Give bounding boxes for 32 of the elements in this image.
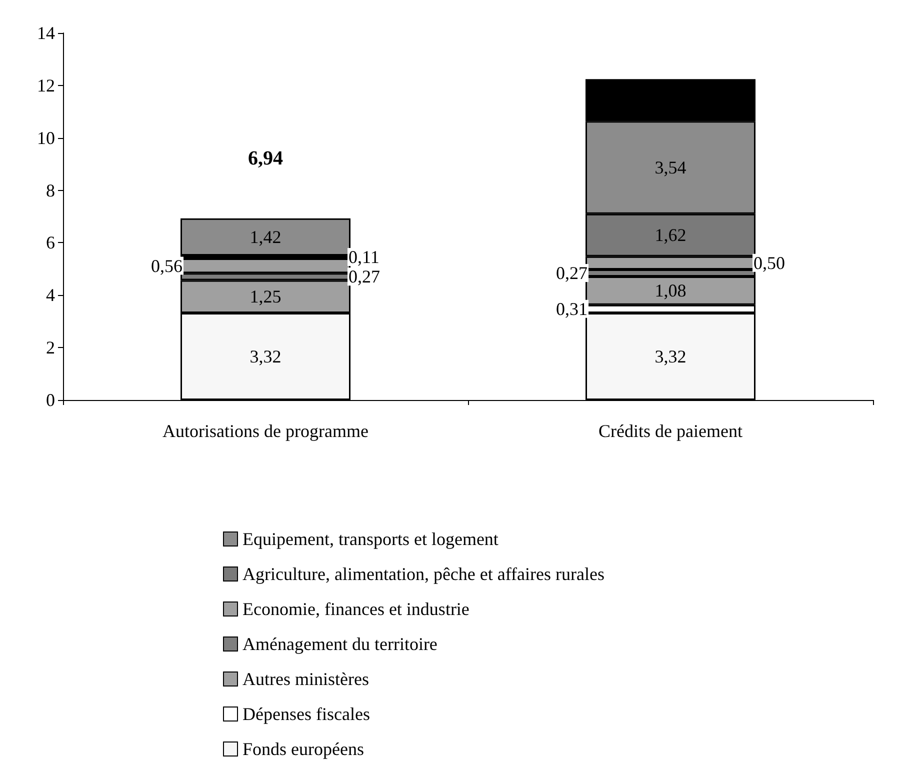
legend-label: Agriculture, alimentation, pêche et affaires rurales xyxy=(242,564,605,584)
data-label: 3,54 xyxy=(654,157,686,178)
data-label: 0,31 xyxy=(556,298,588,319)
data-label: 0,50 xyxy=(754,252,785,273)
y-tick-label: 14 xyxy=(37,23,55,43)
legend-label: Equipement, transports et logement xyxy=(242,529,498,549)
data-label: 1,25 xyxy=(250,286,282,307)
y-tick-label: 10 xyxy=(37,128,55,148)
y-tick-label: 2 xyxy=(46,338,55,358)
data-label: 3,32 xyxy=(654,346,686,366)
x-tick-label: Crédits de paiement xyxy=(598,421,742,441)
total-label: 6,94 xyxy=(248,147,283,170)
y-tick-label: 6 xyxy=(46,232,55,253)
y-tick-label: 0 xyxy=(46,390,55,410)
bar xyxy=(180,218,350,256)
data-label: 3,32 xyxy=(250,346,282,366)
legend-label: Economie, finances et industrie xyxy=(242,599,470,619)
legend-label: Autres ministères xyxy=(242,669,369,689)
x-tick-label: Autorisations de programme xyxy=(162,421,368,441)
data-label: 1,08 xyxy=(654,280,686,301)
y-tick-label: 8 xyxy=(46,180,55,200)
legend-label: Dépenses fiscales xyxy=(242,704,370,724)
data-label: 0,27 xyxy=(348,266,380,287)
data-label: 0,56 xyxy=(151,256,182,276)
legend-label: Aménagement du territoire xyxy=(242,634,438,654)
data-label: 1,62 xyxy=(654,225,686,246)
data-label: 1,42 xyxy=(250,226,282,247)
data-label: 0,11 xyxy=(348,247,380,267)
data-label: 0,27 xyxy=(556,262,588,283)
y-tick-label: 4 xyxy=(46,285,55,306)
legend-label: Fonds européens xyxy=(242,739,364,759)
y-tick-label: 12 xyxy=(37,75,55,96)
